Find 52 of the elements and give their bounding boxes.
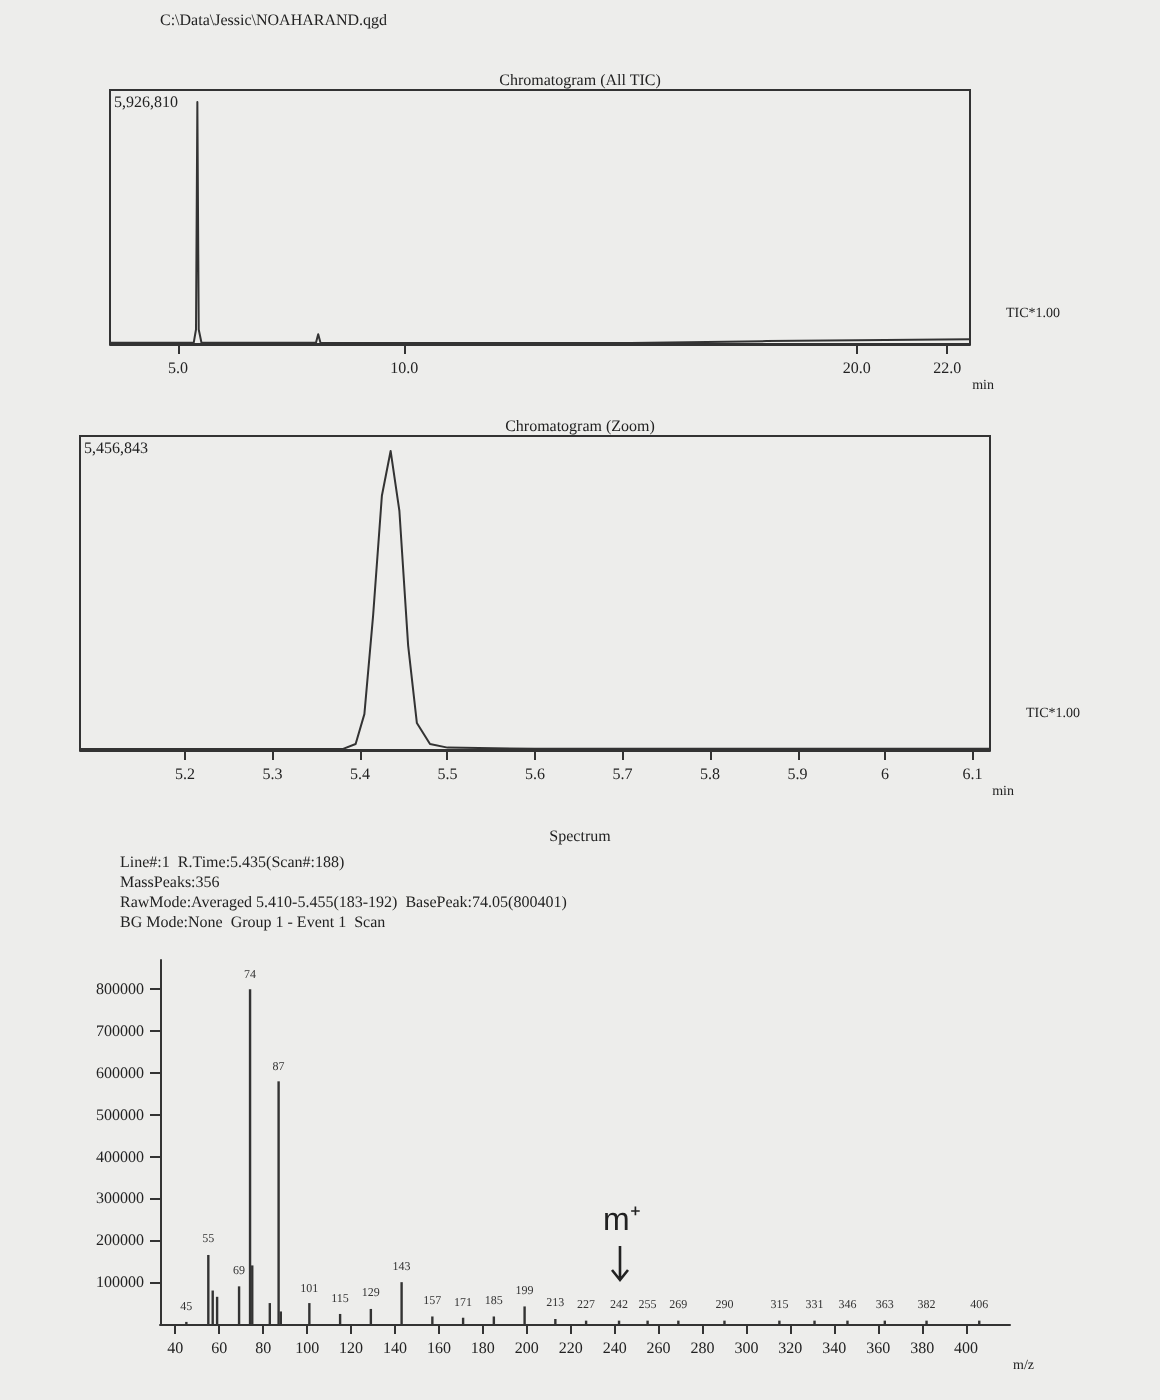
annotation: 5,456,843 [84,439,148,457]
text: BG Mode:None Group 1 - Event 1 Scan [120,913,386,931]
annotation: 5,926,810 [114,93,178,111]
x-tick-label: 360 [866,1339,891,1357]
x-tick-label: 5.4 [350,765,370,783]
x-tick-label: 5.8 [700,765,720,783]
x-tick-label: 220 [558,1339,583,1357]
text: C:\Data\Jessic\NOAHARAND.qgd [160,11,388,29]
x-tick-label: 240 [602,1339,627,1357]
x-tick-label: 10.0 [390,359,419,377]
y-tick-label: 400000 [96,1147,144,1166]
x-tick-label: 5.9 [787,765,808,783]
x-tick-label: 5.3 [262,765,283,783]
x-tick-label: 80 [255,1339,272,1357]
y-tick-label: 700000 [96,1022,144,1041]
x-tick-label: 40 [167,1339,184,1357]
chart-title: Spectrum [549,827,613,845]
x-tick-label: 300 [734,1339,759,1357]
x-tick-label: 200 [514,1339,539,1357]
text: Line#:1 R.Time:5.435(Scan#:188) [120,853,345,871]
text: RawMode:Averaged 5.410-5.455(183-192) BasePeak:74.05(800401) [120,893,568,911]
x-tick-label: 400 [954,1339,979,1357]
x-tick-label: 5.2 [175,765,195,783]
x-tick-label: 320 [778,1339,803,1357]
chart-title: Chromatogram (All TIC) [499,71,662,89]
x-tick-label: 5.0 [167,359,188,377]
x-tick-label: 100 [295,1339,320,1357]
x-tick-label: 20.0 [842,359,871,377]
x-tick-label: 6 [881,765,889,783]
text: MassPeaks:356 [120,873,220,891]
y-tick-label: 500000 [96,1105,144,1124]
y-tick-label: 300000 [96,1189,144,1208]
y-tick-label: 800000 [96,980,144,999]
x-tick-label: 380 [910,1339,935,1357]
x-tick-label: 260 [646,1339,671,1357]
x-tick-label: 120 [339,1339,364,1357]
x-tick-label: 60 [211,1339,228,1357]
x-tick-label: 5.7 [612,765,633,783]
x-tick-label: 5.6 [525,765,545,783]
x-tick-label: 22.0 [933,359,962,377]
chart-title: Chromatogram (Zoom) [505,417,656,435]
y-tick-label: 200000 [96,1231,144,1250]
x-tick-label: 340 [822,1339,847,1357]
x-tick-label: 280 [690,1339,715,1357]
x-tick-label: 6.1 [962,765,983,783]
y-tick-label: 100000 [96,1273,144,1292]
x-tick-label: 160 [426,1339,451,1357]
x-tick-label: 140 [383,1339,408,1357]
x-tick-label: 5.5 [437,765,458,783]
x-tick-label: 180 [470,1339,495,1357]
annotation: m⁺ [603,1202,640,1241]
y-tick-label: 600000 [96,1063,144,1082]
